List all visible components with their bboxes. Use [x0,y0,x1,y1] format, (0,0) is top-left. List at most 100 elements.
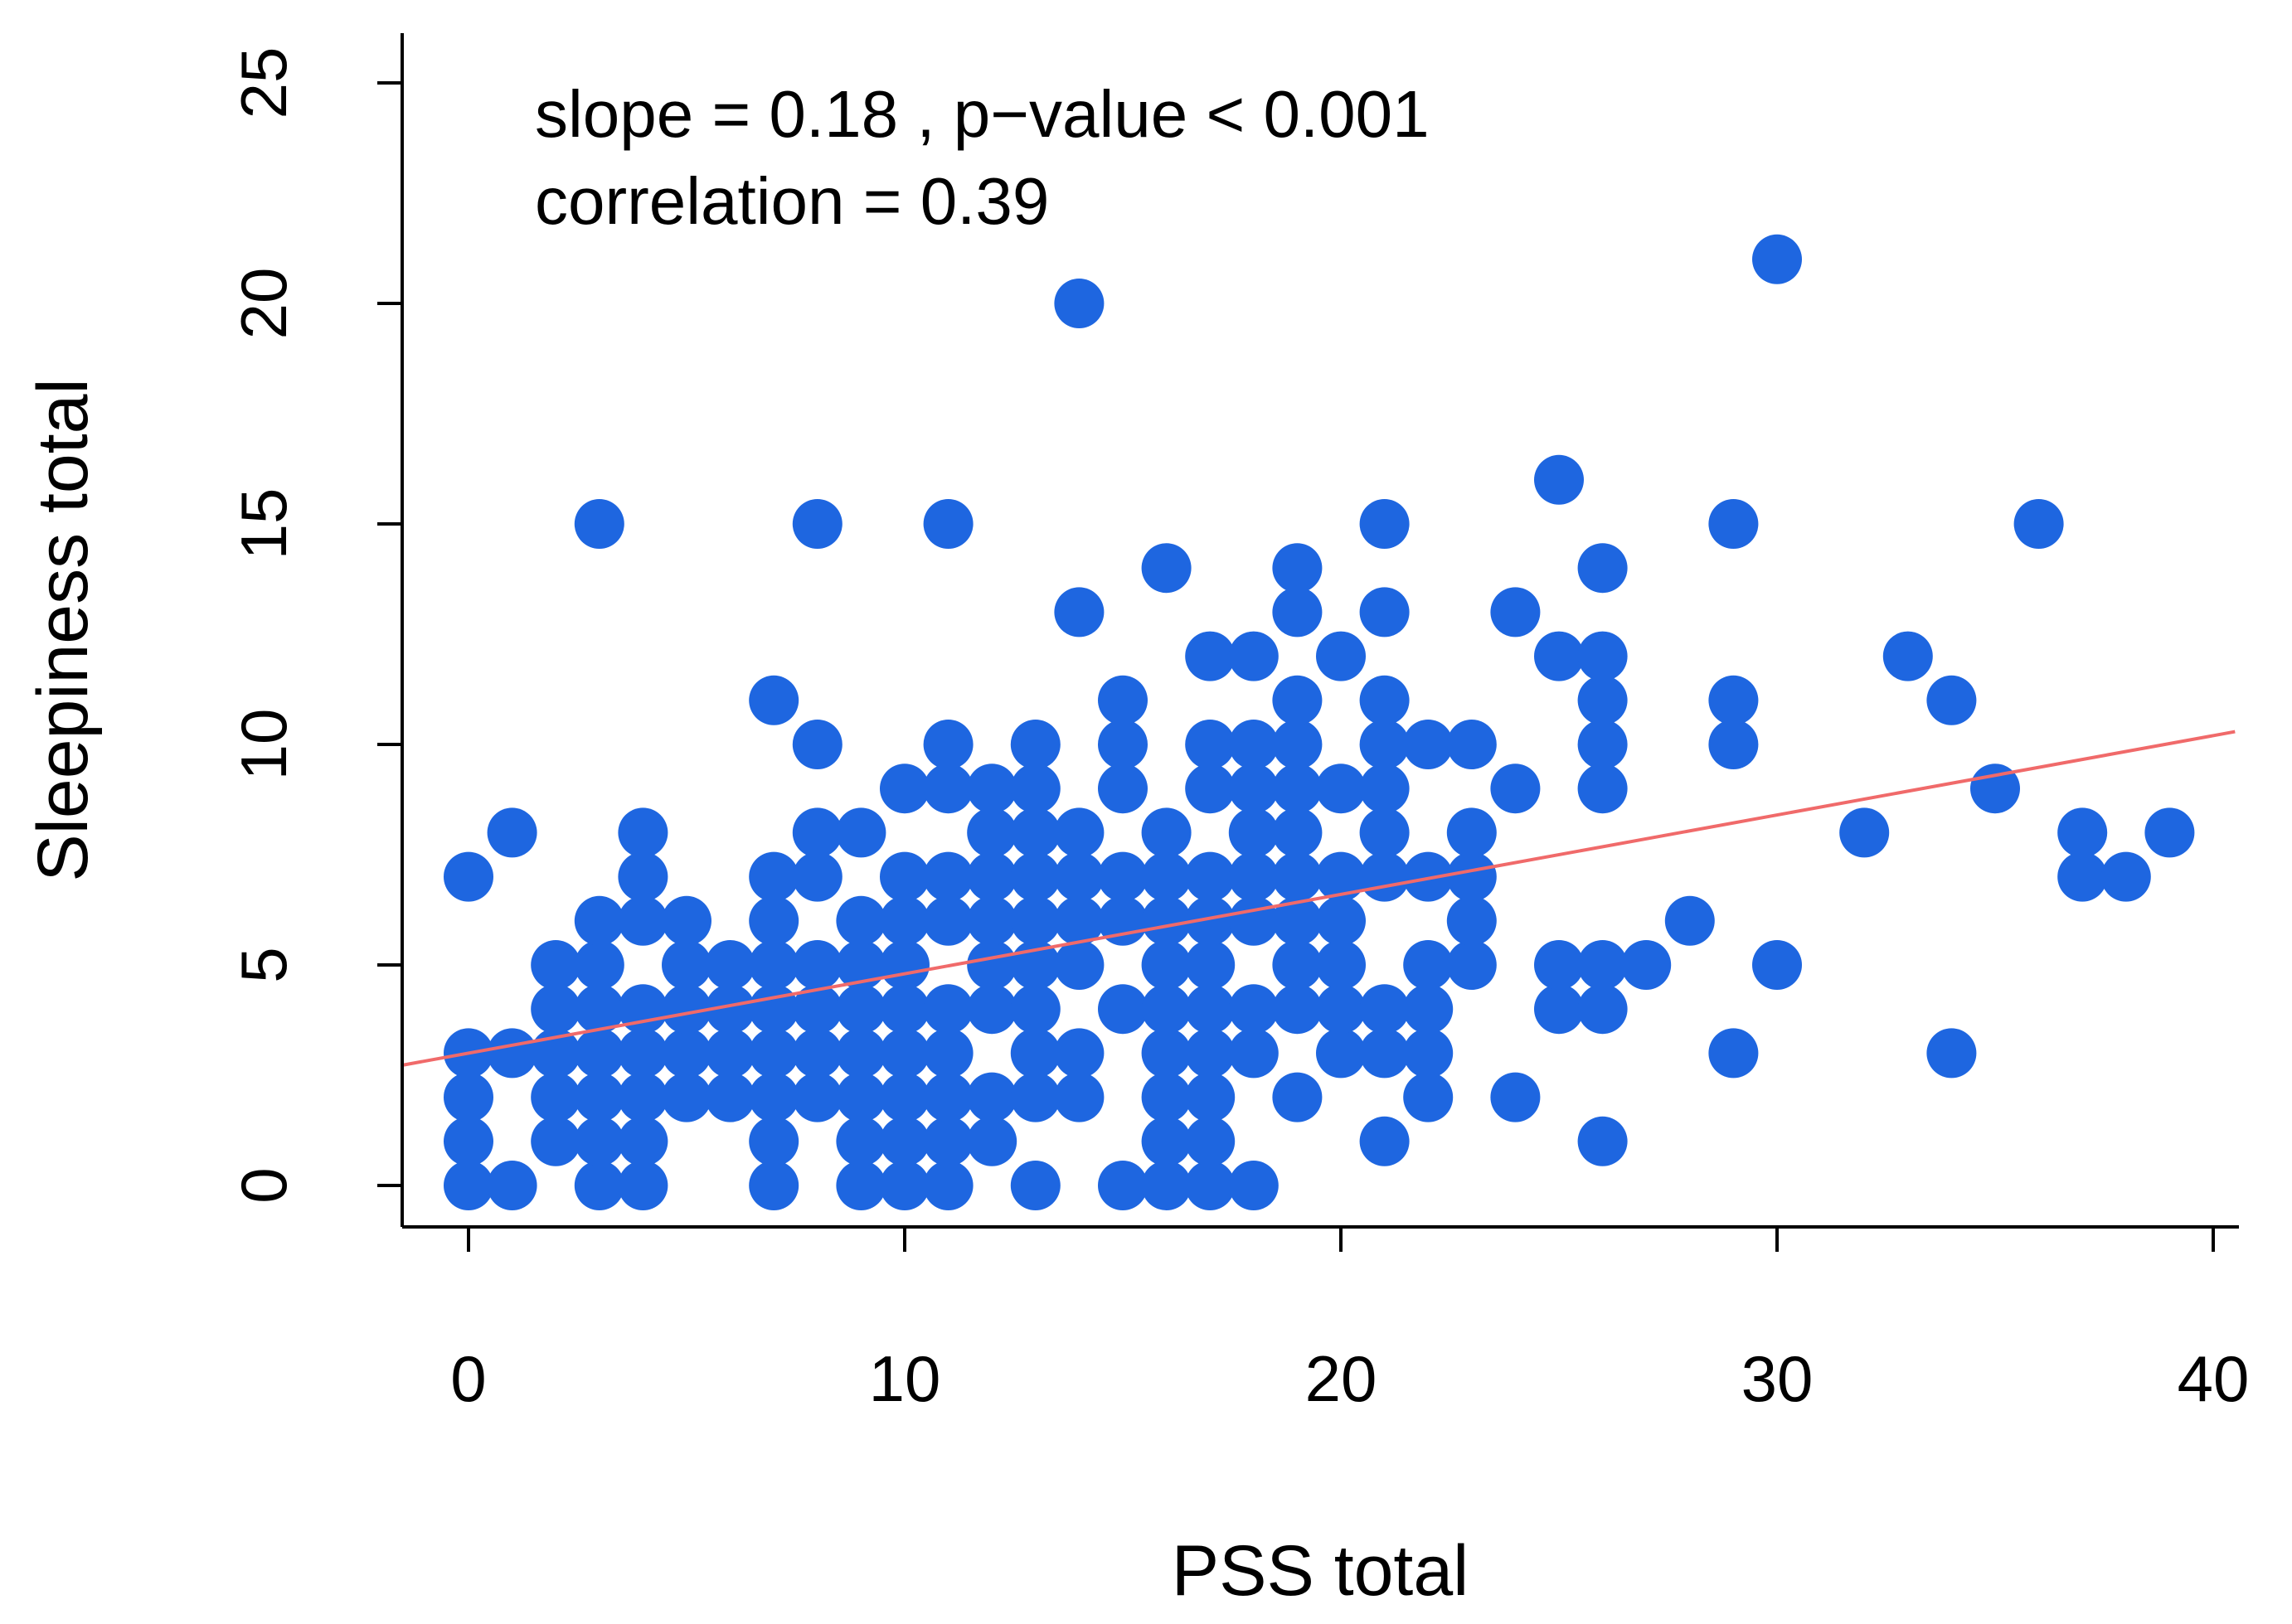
data-point [923,895,974,946]
data-point [1098,675,1148,725]
data-point [1446,807,1497,858]
data-point [444,1161,493,1210]
data-point [749,675,799,725]
data-point [574,1072,624,1122]
data-point [1272,851,1323,902]
data-point [444,851,493,902]
data-point [1010,895,1061,946]
data-point [1141,543,1192,594]
data-point [1446,895,1497,946]
x-tick-label: 0 [450,1342,486,1415]
data-point [880,764,930,814]
data-point [1010,984,1061,1035]
data-point [1490,1072,1541,1122]
data-point [1316,764,1366,814]
data-point [792,720,843,769]
data-point [1228,984,1279,1035]
data-point [792,807,843,858]
data-point [749,1028,799,1079]
data-point [1316,851,1366,902]
data-point [574,895,624,946]
data-point [1316,1028,1366,1079]
y-axis-title: Sleepiness total [23,378,103,881]
data-point [1403,1072,1454,1122]
axes: 0 10 20 30 40 0 5 10 15 20 25 [227,33,2249,1415]
data-point [531,940,581,990]
data-point [1054,1028,1105,1079]
data-point [1577,984,1628,1035]
data-point [1708,499,1759,549]
data-point [444,1116,493,1166]
data-point [967,895,1017,946]
data-point [1228,720,1279,769]
data-point [2144,807,2195,858]
data-point [1141,940,1192,990]
data-point [1534,940,1584,990]
data-point [1141,1116,1192,1166]
data-point [2057,851,2108,902]
data-point [1272,895,1323,946]
correlation-annotation: correlation = 0.39 [535,164,1049,238]
data-point [662,1028,711,1079]
data-point [1577,543,1628,594]
data-point [1098,984,1148,1035]
data-point [1185,984,1236,1035]
data-point [749,1072,799,1122]
data-point [574,940,624,990]
data-point [1621,940,1672,990]
y-tick-label: 5 [227,947,300,982]
data-point [1577,675,1628,725]
data-point [531,1116,581,1166]
data-point [792,1028,843,1079]
data-point [880,940,930,990]
data-point [1577,1116,1628,1166]
y-tick-label: 15 [227,488,300,560]
data-point [880,1028,930,1079]
y-tick-label: 25 [227,47,300,119]
data-point [1185,764,1236,814]
x-tick-label: 20 [1305,1342,1377,1415]
y-tick-label: 20 [227,268,300,340]
data-point [1141,851,1192,902]
data-point [574,499,624,549]
data-point [1403,720,1454,769]
data-point [836,807,886,858]
data-point [1272,1072,1323,1122]
data-point [1359,499,1410,549]
data-point [1403,984,1454,1035]
data-point [749,940,799,990]
data-point [1185,720,1236,769]
data-point [1054,807,1105,858]
data-point [618,1072,668,1122]
data-point [1490,764,1541,814]
data-point [1359,720,1410,769]
data-point [1228,631,1279,681]
data-point [1185,1028,1236,1079]
data-point [880,1072,930,1122]
data-point [618,1161,668,1210]
data-point [1752,234,1802,284]
data-point [1185,1116,1236,1166]
data-point [923,1072,974,1122]
data-point [662,940,711,990]
data-point [923,984,974,1035]
data-point [1926,675,1977,725]
data-point [618,1028,668,1079]
data-point [880,984,930,1035]
data-point [1708,675,1759,725]
data-point [749,984,799,1035]
data-point [1359,1116,1410,1166]
data-point [1054,587,1105,637]
data-point [1141,1072,1192,1122]
data-point [1141,807,1192,858]
data-point [792,1072,843,1122]
data-point [1054,851,1105,902]
data-point [1185,940,1236,990]
data-point [1054,895,1105,946]
data-point [487,807,537,858]
data-point [923,720,974,769]
data-point [1272,940,1323,990]
data-point [2013,499,2064,549]
data-point [967,984,1017,1035]
data-point [1577,764,1628,814]
